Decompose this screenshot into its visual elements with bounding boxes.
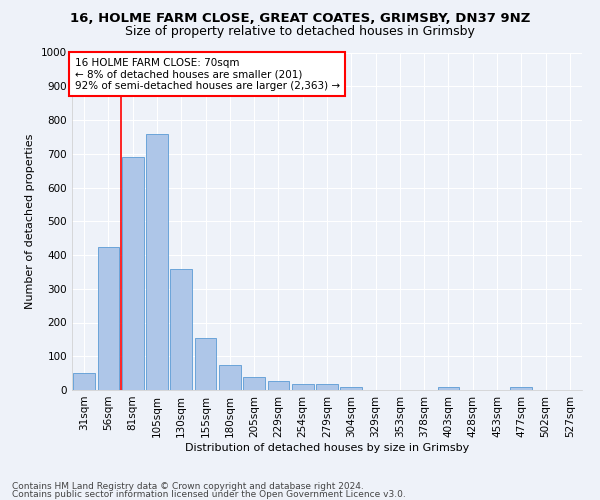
Bar — [243, 376, 265, 390]
Bar — [292, 384, 314, 390]
Bar — [194, 338, 217, 390]
Text: Contains public sector information licensed under the Open Government Licence v3: Contains public sector information licen… — [12, 490, 406, 499]
X-axis label: Distribution of detached houses by size in Grimsby: Distribution of detached houses by size … — [185, 442, 469, 452]
Bar — [340, 386, 362, 390]
Bar — [437, 388, 460, 390]
Bar — [97, 246, 119, 390]
Bar — [122, 157, 143, 390]
Bar — [268, 381, 289, 390]
Bar — [170, 268, 192, 390]
Y-axis label: Number of detached properties: Number of detached properties — [25, 134, 35, 309]
Text: 16 HOLME FARM CLOSE: 70sqm
← 8% of detached houses are smaller (201)
92% of semi: 16 HOLME FARM CLOSE: 70sqm ← 8% of detac… — [74, 58, 340, 91]
Bar — [511, 386, 532, 390]
Bar — [219, 364, 241, 390]
Bar — [316, 384, 338, 390]
Text: Size of property relative to detached houses in Grimsby: Size of property relative to detached ho… — [125, 25, 475, 38]
Text: 16, HOLME FARM CLOSE, GREAT COATES, GRIMSBY, DN37 9NZ: 16, HOLME FARM CLOSE, GREAT COATES, GRIM… — [70, 12, 530, 26]
Bar — [73, 373, 95, 390]
Text: Contains HM Land Registry data © Crown copyright and database right 2024.: Contains HM Land Registry data © Crown c… — [12, 482, 364, 491]
Bar — [146, 134, 168, 390]
